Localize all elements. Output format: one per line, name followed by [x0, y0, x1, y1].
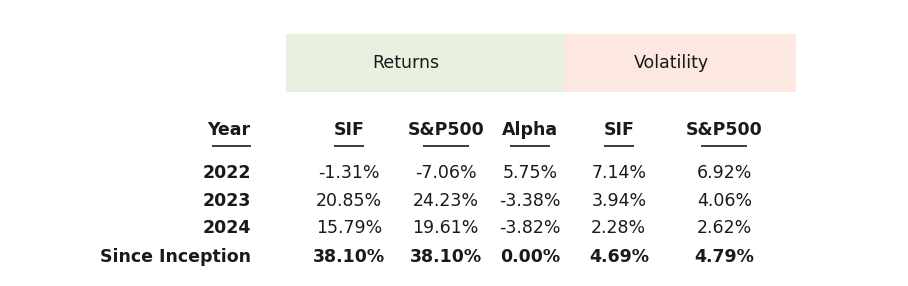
Text: 0.00%: 0.00%: [500, 248, 560, 266]
Text: 4.06%: 4.06%: [696, 192, 752, 210]
Text: Year: Year: [208, 121, 251, 139]
Text: S&P500: S&P500: [408, 121, 484, 139]
Text: SIF: SIF: [603, 121, 634, 139]
Text: 19.61%: 19.61%: [412, 219, 479, 237]
Text: 2.28%: 2.28%: [591, 219, 646, 237]
Text: 3.94%: 3.94%: [591, 192, 646, 210]
Text: Alpha: Alpha: [502, 121, 558, 139]
Text: Since Inception: Since Inception: [100, 248, 251, 266]
Text: 2.62%: 2.62%: [696, 219, 752, 237]
Text: Returns: Returns: [372, 54, 439, 72]
Text: S&P500: S&P500: [686, 121, 763, 139]
Text: -1.31%: -1.31%: [319, 164, 380, 182]
Text: 15.79%: 15.79%: [316, 219, 382, 237]
Text: -3.82%: -3.82%: [499, 219, 561, 237]
Text: 4.69%: 4.69%: [588, 248, 648, 266]
Text: 5.75%: 5.75%: [502, 164, 558, 182]
Text: 7.14%: 7.14%: [591, 164, 646, 182]
Text: 38.10%: 38.10%: [410, 248, 482, 266]
Text: Volatility: Volatility: [634, 54, 709, 72]
Text: 4.79%: 4.79%: [695, 248, 755, 266]
FancyBboxPatch shape: [564, 34, 796, 92]
Text: -7.06%: -7.06%: [415, 164, 477, 182]
Text: 20.85%: 20.85%: [316, 192, 382, 210]
FancyBboxPatch shape: [286, 34, 564, 92]
Text: 2024: 2024: [202, 219, 251, 237]
Text: 6.92%: 6.92%: [696, 164, 752, 182]
Text: 38.10%: 38.10%: [313, 248, 385, 266]
Text: -3.38%: -3.38%: [499, 192, 561, 210]
Text: 24.23%: 24.23%: [412, 192, 479, 210]
Text: 2023: 2023: [202, 192, 251, 210]
Text: SIF: SIF: [334, 121, 365, 139]
Text: 2022: 2022: [202, 164, 251, 182]
